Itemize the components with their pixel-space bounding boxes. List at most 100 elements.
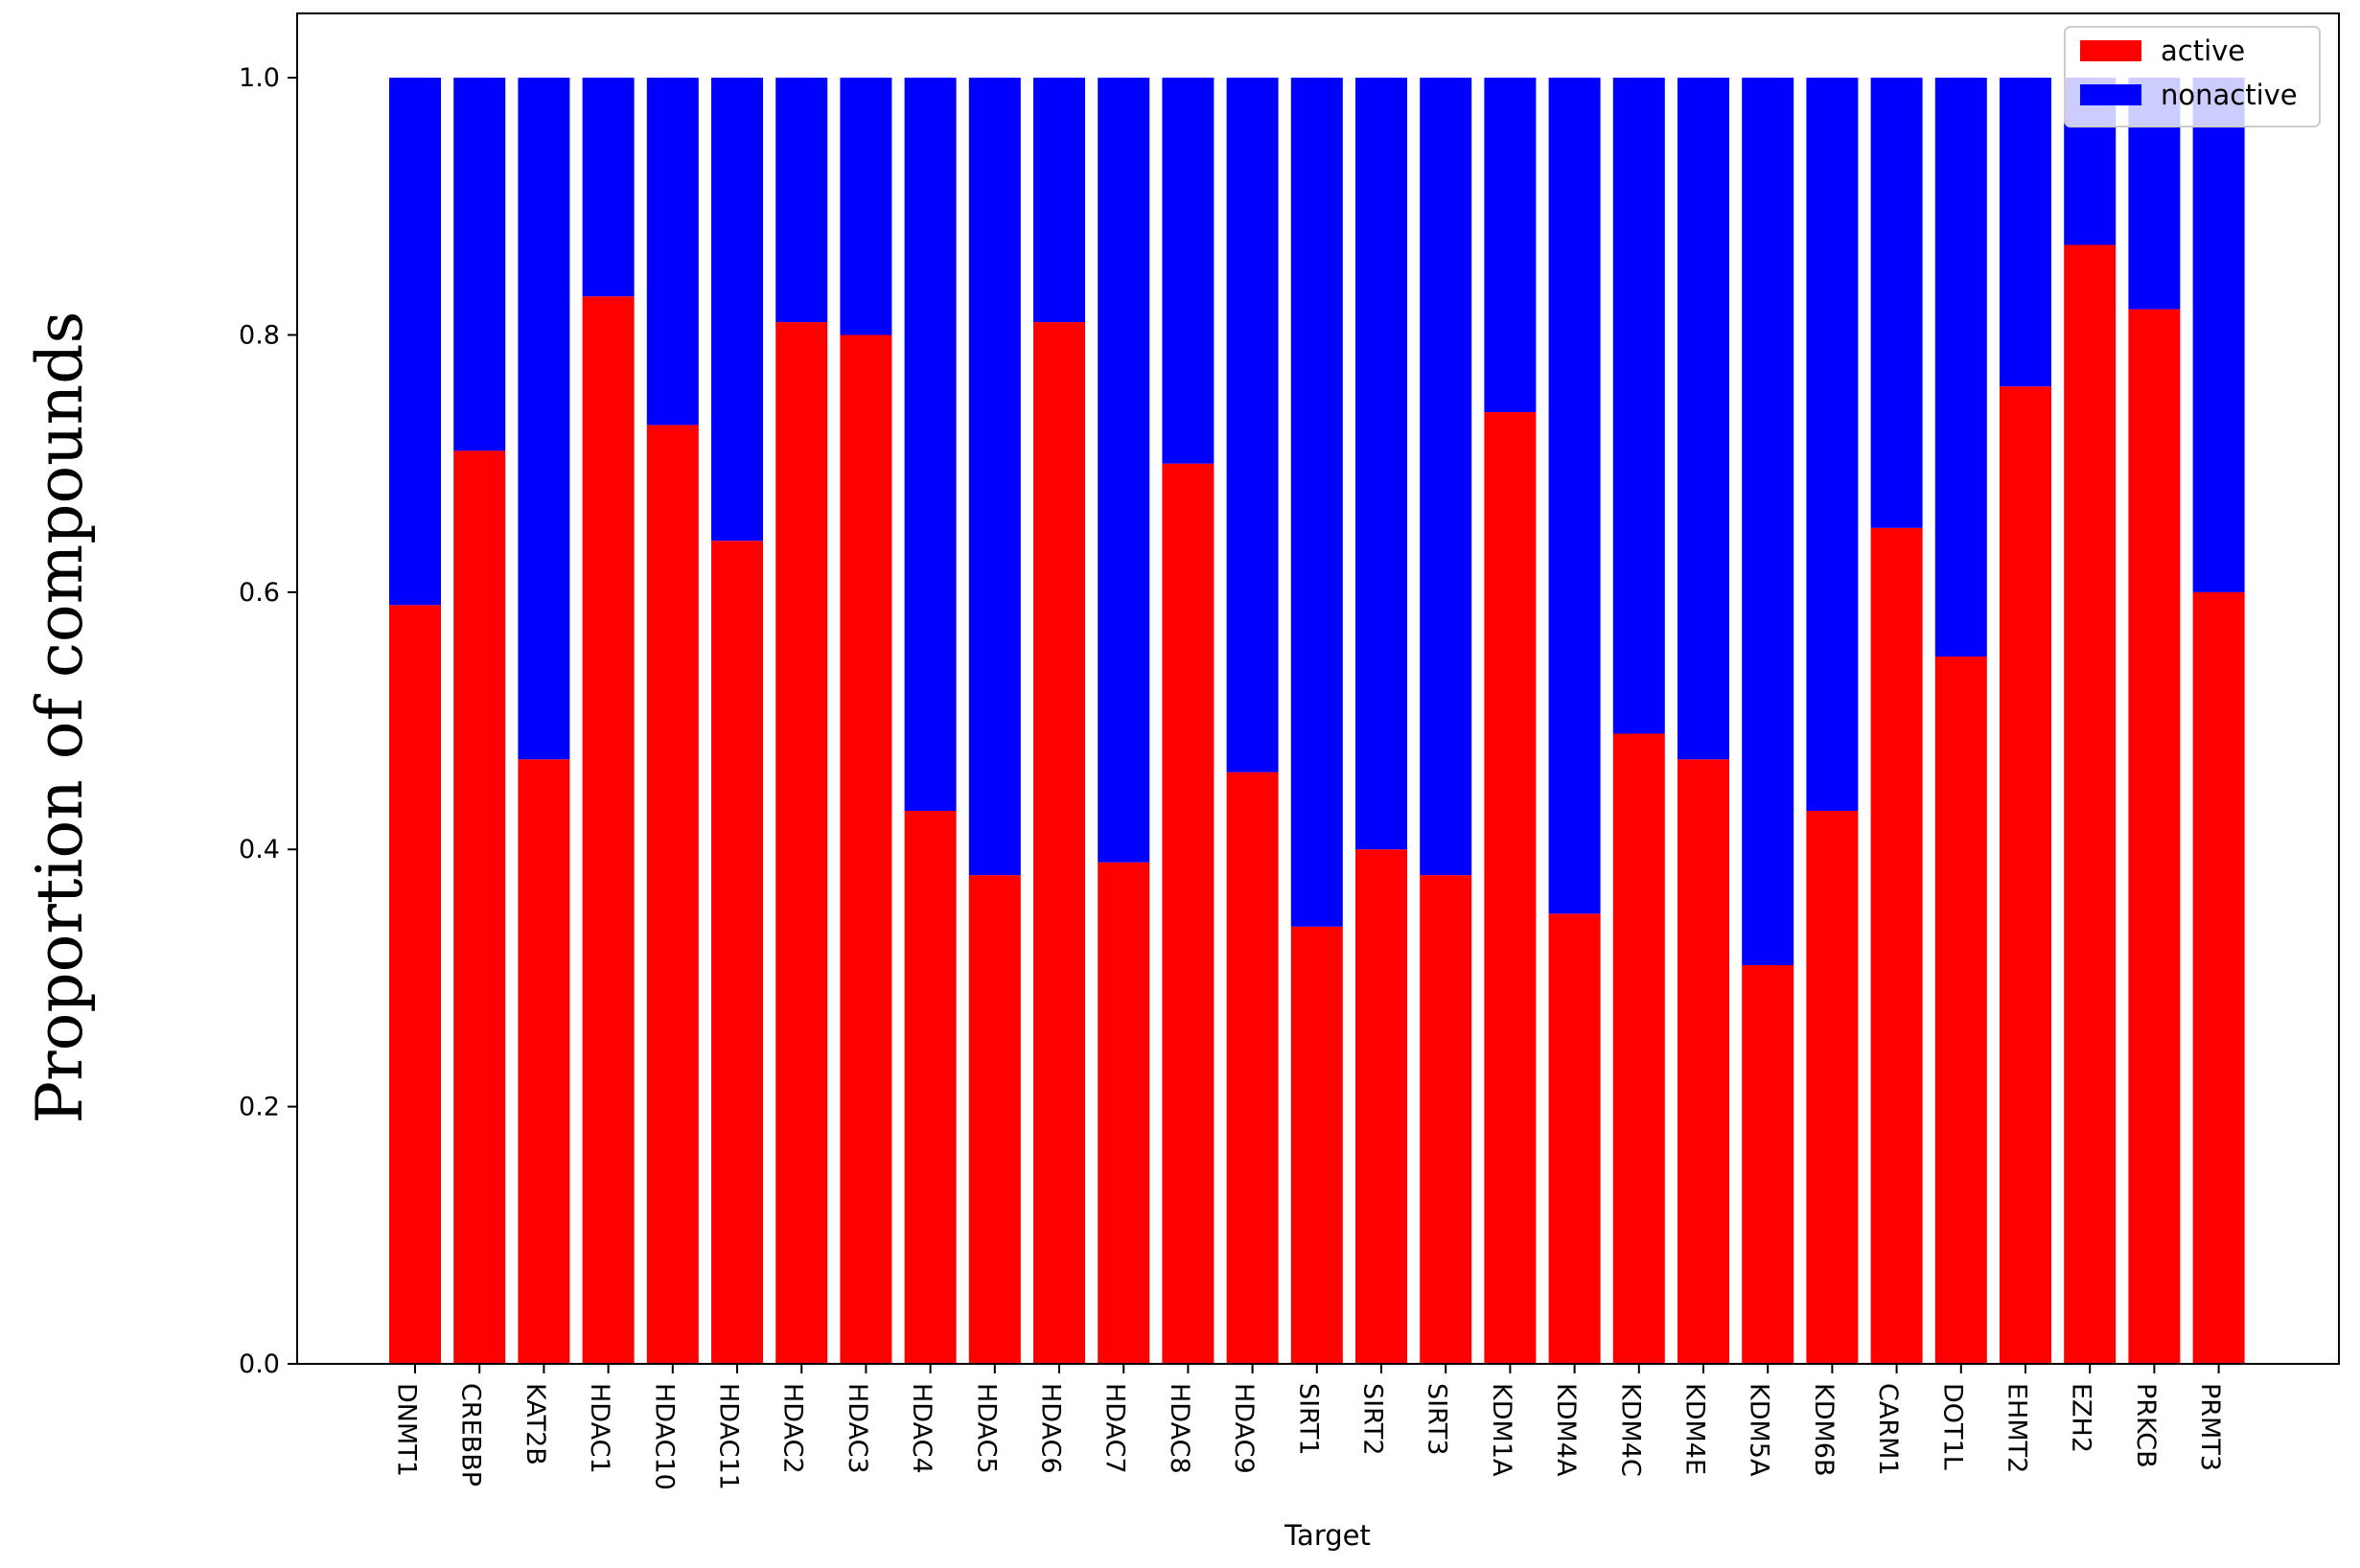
x-tick-label: HDAC5 xyxy=(971,1383,1001,1474)
bar-active-prmt3 xyxy=(2192,591,2245,1364)
bar-nonactive-hdac5 xyxy=(968,78,1021,876)
x-tick-label: DNMT1 xyxy=(392,1383,422,1477)
x-tick-label: PRKCB xyxy=(2131,1383,2161,1468)
bar-active-sirt1 xyxy=(1290,926,1343,1364)
bar-nonactive-hdac4 xyxy=(904,78,957,812)
bar-active-ehmt2 xyxy=(2000,386,2051,1364)
bar-nonactive-kdm1a xyxy=(1484,78,1537,412)
bar-nonactive-kdm5a xyxy=(1742,78,1794,966)
bar-active-hdac8 xyxy=(1162,463,1215,1364)
legend-label-active: active xyxy=(2161,35,2245,67)
bar-nonactive-sirt3 xyxy=(1420,78,1472,876)
bar-active-hdac5 xyxy=(968,875,1021,1364)
bar-nonactive-hdac7 xyxy=(1098,78,1150,863)
bar-active-hdac10 xyxy=(646,425,699,1364)
bar-nonactive-hdac11 xyxy=(711,78,763,542)
x-tick-label: CARM1 xyxy=(1873,1383,1903,1476)
x-tick-label: SIRT3 xyxy=(1423,1383,1452,1456)
y-tick-label: 0.6 xyxy=(239,578,280,608)
y-tick-label: 0.8 xyxy=(239,320,280,350)
bar-nonactive-kdm4e xyxy=(1677,78,1729,760)
y-tick-label: 0.0 xyxy=(239,1349,280,1379)
bar-nonactive-kat2b xyxy=(518,78,570,760)
bar-active-kdm4a xyxy=(1548,913,1601,1364)
bar-nonactive-hdac10 xyxy=(646,78,699,426)
x-tick-label: HDAC4 xyxy=(907,1383,937,1474)
y-tick-label: 0.4 xyxy=(239,835,280,865)
bar-active-kdm4c xyxy=(1612,733,1665,1364)
bar-nonactive-kdm4c xyxy=(1612,78,1665,734)
x-tick-label: KDM4E xyxy=(1680,1383,1710,1475)
x-tick-label: HDAC9 xyxy=(1229,1383,1259,1474)
bar-active-kdm1a xyxy=(1484,412,1537,1364)
legend-swatch-nonactive xyxy=(2080,84,2141,105)
x-tick-label: KDM4A xyxy=(1551,1383,1581,1477)
bars-group xyxy=(389,78,2245,1365)
x-tick-label: HDAC8 xyxy=(1165,1383,1194,1474)
bar-nonactive-prmt3 xyxy=(2192,78,2245,592)
y-tick-label: 0.2 xyxy=(239,1093,280,1122)
bar-active-kdm4e xyxy=(1677,759,1729,1364)
x-tick-label: HDAC7 xyxy=(1100,1383,1130,1474)
legend-swatch-active xyxy=(2080,40,2141,61)
bar-active-crebbp xyxy=(453,450,506,1364)
bar-nonactive-dnmt1 xyxy=(389,78,441,606)
x-tick-label: KDM4C xyxy=(1615,1383,1645,1477)
y-tick-label: 1.0 xyxy=(239,63,280,93)
x-tick-label: HDAC1 xyxy=(585,1383,614,1474)
x-tick-label: PRMT3 xyxy=(2195,1383,2225,1471)
y-axis: 0.0 0.2 0.4 0.6 0.8 1.0 xyxy=(239,63,297,1379)
bar-active-hdac2 xyxy=(775,322,828,1365)
x-tick-label: SIRT1 xyxy=(1293,1383,1323,1456)
bar-nonactive-hdac6 xyxy=(1033,78,1085,323)
bar-active-sirt3 xyxy=(1420,875,1472,1364)
x-tick-label: CREBBP xyxy=(456,1383,486,1487)
bar-active-dot1l xyxy=(1934,657,1987,1364)
bar-active-hdac7 xyxy=(1098,862,1150,1364)
bar-nonactive-dot1l xyxy=(1934,78,1987,657)
bar-active-kdm5a xyxy=(1742,965,1794,1364)
bar-nonactive-hdac9 xyxy=(1226,78,1279,772)
legend-label-nonactive: nonactive xyxy=(2161,79,2298,111)
x-tick-label: SIRT2 xyxy=(1358,1383,1388,1456)
x-tick-label: KDM1A xyxy=(1487,1383,1516,1477)
x-tick-label: HDAC6 xyxy=(1036,1383,1066,1474)
bar-active-sirt2 xyxy=(1355,849,1407,1364)
bar-active-hdac9 xyxy=(1226,772,1279,1364)
bar-active-prkcb xyxy=(2128,309,2181,1365)
bar-nonactive-sirt1 xyxy=(1290,78,1343,927)
bar-nonactive-hdac1 xyxy=(582,78,635,297)
bar-active-hdac3 xyxy=(840,334,892,1364)
bar-active-hdac1 xyxy=(582,296,635,1365)
bar-active-kat2b xyxy=(518,759,570,1364)
x-axis: DNMT1 CREBBP KAT2B HDAC1 HDAC10 HDAC11 HDAC2 HD… xyxy=(392,1364,2225,1490)
bar-nonactive-hdac2 xyxy=(775,78,828,323)
y-axis-label: Proportion of compounds xyxy=(23,311,97,1124)
x-axis-label: Target xyxy=(1284,1519,1371,1552)
x-tick-label: EZH2 xyxy=(2067,1383,2096,1453)
legend: active nonactive xyxy=(2064,26,2321,127)
bar-nonactive-kdm6b xyxy=(1806,78,1859,812)
x-tick-label: HDAC11 xyxy=(714,1383,744,1490)
bar-active-ezh2 xyxy=(2064,244,2117,1364)
bar-active-hdac11 xyxy=(711,541,763,1364)
bar-active-dnmt1 xyxy=(389,605,441,1364)
bar-nonactive-carm1 xyxy=(1870,78,1923,528)
x-tick-label: HDAC3 xyxy=(843,1383,872,1474)
bar-active-hdac4 xyxy=(904,811,957,1364)
bar-nonactive-crebbp xyxy=(453,78,506,451)
x-tick-label: KAT2B xyxy=(521,1383,550,1465)
bar-nonactive-hdac8 xyxy=(1162,78,1215,464)
bar-active-hdac6 xyxy=(1033,322,1085,1365)
x-tick-label: EHMT2 xyxy=(2002,1383,2032,1473)
plot-frame xyxy=(296,12,2340,1365)
x-tick-label: KDM6B xyxy=(1809,1383,1839,1477)
bar-active-carm1 xyxy=(1870,527,1923,1364)
x-tick-label: HDAC10 xyxy=(649,1383,679,1490)
bar-nonactive-kdm4a xyxy=(1548,78,1601,914)
bar-nonactive-ehmt2 xyxy=(2000,78,2051,387)
x-tick-label: HDAC2 xyxy=(778,1383,808,1474)
bar-nonactive-hdac3 xyxy=(840,78,892,335)
bar-active-kdm6b xyxy=(1806,811,1859,1364)
